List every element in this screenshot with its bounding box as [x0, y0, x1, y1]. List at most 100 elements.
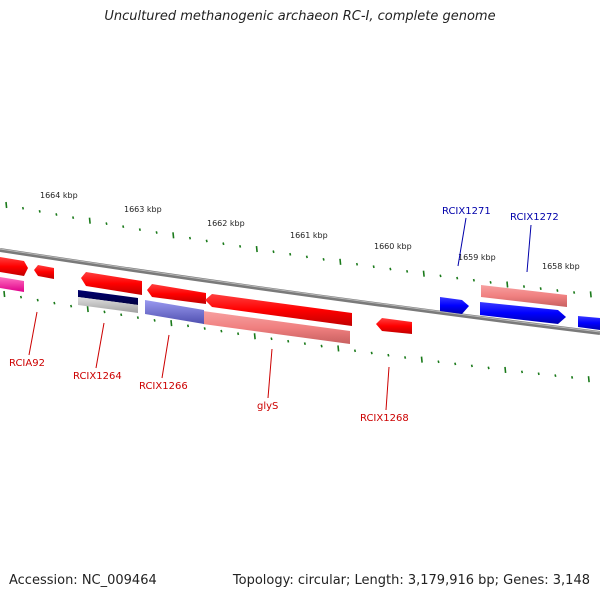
genome-backbone-highlight	[0, 248, 600, 333]
inner-ruler-ticks	[3, 290, 590, 383]
outer-ruler-tick	[506, 281, 509, 288]
ruler-label-1661: 1661 kbp	[290, 231, 328, 240]
gene-label-rcix1271[interactable]: RCIX1271	[442, 206, 491, 217]
ruler-label-1663: 1663 kbp	[124, 205, 162, 214]
inner-ruler-tick	[3, 290, 6, 298]
gene-label-rcix1264[interactable]: RCIX1264	[73, 371, 122, 382]
inner-ruler-tick	[470, 364, 473, 368]
inner-ruler-tick	[504, 366, 507, 373]
leader-rcix1268	[385, 366, 390, 411]
outer-ruler-tick	[72, 216, 75, 219]
outer-ruler-tick	[222, 242, 225, 246]
outer-ruler-ticks	[5, 201, 592, 298]
inner-ruler-tick	[337, 345, 340, 352]
inner-ruler-tick	[153, 318, 156, 322]
outer-ruler-tick	[556, 289, 559, 292]
inner-ruler-tick	[70, 304, 73, 308]
gene-arrow[interactable]	[34, 265, 54, 279]
gene-arrow[interactable]	[78, 290, 138, 305]
inner-ruler-tick	[520, 370, 524, 374]
gene-arrow[interactable]	[440, 297, 469, 314]
gene-label-glys[interactable]: glyS	[257, 401, 278, 412]
ruler-label-1658: 1658 kbp	[542, 262, 580, 271]
label-leaders	[28, 217, 532, 411]
inner-ruler-tick	[120, 313, 123, 317]
gene-arrow[interactable]	[480, 302, 566, 324]
gene-arrow[interactable]	[376, 318, 412, 334]
outer-ruler-tick	[456, 276, 459, 280]
inner-ruler-tick	[270, 337, 273, 341]
outer-ruler-tick	[88, 217, 91, 224]
outer-ruler-tick	[239, 245, 242, 248]
ruler-label-1659: 1659 kbp	[458, 253, 496, 262]
outer-ruler-tick	[355, 262, 359, 266]
outer-ruler-tick	[105, 222, 108, 226]
outer-ruler-tick	[372, 265, 375, 269]
gene-arrow[interactable]	[78, 297, 138, 313]
gene-arrow[interactable]	[0, 257, 28, 276]
outer-ruler-tick	[573, 291, 576, 294]
genome-summary: Topology: circular; Length: 3,179,916 bp…	[232, 573, 590, 588]
gene-label-rcix1268[interactable]: RCIX1268	[360, 413, 409, 424]
inner-ruler-tick	[220, 329, 223, 333]
inner-ruler-tick	[487, 366, 490, 370]
outer-ruler-tick	[289, 252, 292, 256]
leader-rcix1266	[161, 334, 170, 379]
inner-ruler-tick	[454, 362, 457, 366]
map-title: Uncultured methanogenic archaeon RC-I, c…	[104, 9, 496, 24]
gene-label-rcix1266[interactable]: RCIX1266	[139, 381, 188, 392]
outer-ruler-tick	[138, 228, 141, 231]
outer-ruler-tick	[5, 201, 8, 209]
outer-ruler-tick	[305, 255, 308, 259]
misc-features	[78, 290, 204, 324]
leader-rcix1272	[526, 224, 532, 273]
inner-ruler-tick	[36, 298, 39, 302]
inner-ruler-tick	[203, 327, 206, 330]
gene-arrow[interactable]	[205, 294, 352, 326]
gene-arrow[interactable]	[481, 285, 567, 307]
inner-ruler-tick	[437, 360, 440, 364]
outer-ruler-tick	[539, 287, 542, 290]
gene-label-rcia92[interactable]: RCIA92	[9, 358, 45, 369]
forward-strand-pale-features	[0, 277, 567, 344]
inner-ruler-tick	[253, 333, 256, 340]
inner-ruler-tick	[554, 374, 557, 377]
outer-ruler-tick	[339, 258, 342, 265]
gene-arrow[interactable]	[81, 272, 142, 295]
inner-ruler-tick	[287, 339, 290, 343]
inner-ruler-tick	[353, 349, 357, 353]
inner-ruler-tick	[86, 305, 89, 313]
gene-arrow[interactable]	[0, 277, 24, 292]
gene-label-rcix1272[interactable]: RCIX1272	[510, 212, 559, 223]
outer-ruler-tick	[472, 278, 475, 282]
inner-ruler-tick	[53, 301, 56, 305]
outer-ruler-tick	[522, 285, 526, 288]
gene-arrow[interactable]	[147, 284, 206, 304]
gene-arrow[interactable]	[203, 311, 350, 344]
outer-ruler-tick	[406, 269, 409, 273]
outer-ruler-tick	[389, 267, 392, 271]
outer-ruler-tick	[205, 239, 208, 243]
outer-ruler-tick	[172, 232, 175, 239]
outer-ruler-tick	[422, 270, 425, 277]
gene-arrow[interactable]	[578, 316, 600, 330]
inner-ruler-tick	[587, 376, 590, 383]
outer-ruler-tick	[55, 213, 58, 216]
outer-ruler-tick	[188, 236, 192, 240]
accession-label: Accession: NC_009464	[9, 573, 157, 588]
outer-ruler-tick	[155, 231, 158, 234]
gene-arrow[interactable]	[145, 300, 204, 324]
inner-ruler-tick	[103, 310, 106, 314]
inner-ruler-tick	[186, 324, 190, 328]
genome-backbone	[0, 248, 600, 335]
outer-ruler-tick	[489, 281, 492, 284]
outer-ruler-tick	[38, 209, 41, 213]
inner-ruler-tick	[420, 356, 423, 363]
inner-ruler-tick	[136, 316, 139, 319]
ruler-label-1660: 1660 kbp	[374, 242, 412, 251]
inner-ruler-tick	[404, 356, 407, 359]
leader-rcix1271	[457, 217, 467, 267]
inner-ruler-tick	[571, 376, 574, 379]
inner-ruler-tick	[170, 320, 173, 327]
